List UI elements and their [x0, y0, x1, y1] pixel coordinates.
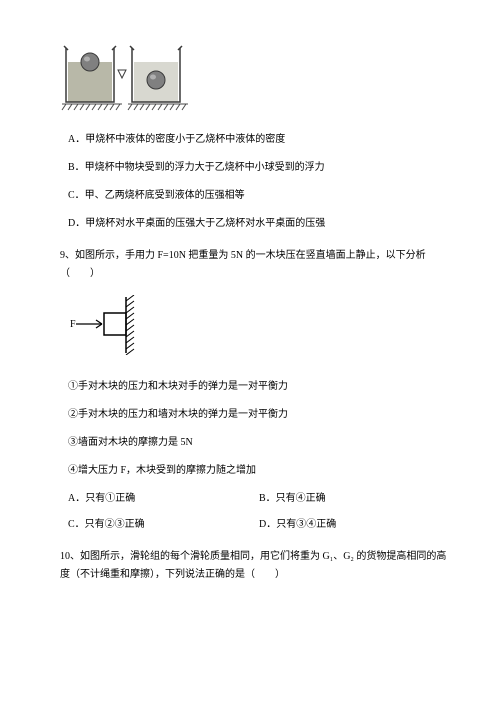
q9-statement-4: ④增大压力 F，木块受到的摩擦力随之增加 [68, 462, 450, 480]
q9-option-d: D．只有③④正确 [259, 516, 450, 534]
q9-option-b: B．只有④正确 [259, 490, 450, 508]
q10-stem: 10、如图所示，滑轮组的每个滑轮质量相同，用它们将重为 G₁、G₂ 的货物提高相… [60, 548, 450, 584]
q9-statement-3: ③墙面对木块的摩擦力是 5N [68, 434, 450, 452]
force-label: F [70, 319, 76, 330]
q9-option-a: A．只有①正确 [68, 490, 259, 508]
q8-option-b: B．甲烧杯中物块受到的浮力大于乙烧杯中小球受到的浮力 [68, 159, 450, 177]
q8-option-a: A．甲烧杯中液体的密度小于乙烧杯中液体的密度 [68, 131, 450, 149]
q9-statement-1: ①手对木块的压力和木块对手的弹力是一对平衡力 [68, 378, 450, 396]
q9-option-c: C．只有②③正确 [68, 516, 259, 534]
q9-stem: 9、如图所示，手用力 F=10N 把重量为 5N 的一木块压在竖直墙面上静止，以… [60, 247, 450, 283]
beaker-figure [60, 40, 450, 119]
q9-statement-2: ②手对木块的压力和墙对木块的弹力是一对平衡力 [68, 406, 450, 424]
q8-option-d: D．甲烧杯对水平桌面的压强大于乙烧杯对水平桌面的压强 [68, 215, 450, 233]
block-wall-figure: F [68, 295, 450, 362]
q8-option-c: C．甲、乙两烧杯底受到液体的压强相等 [68, 187, 450, 205]
